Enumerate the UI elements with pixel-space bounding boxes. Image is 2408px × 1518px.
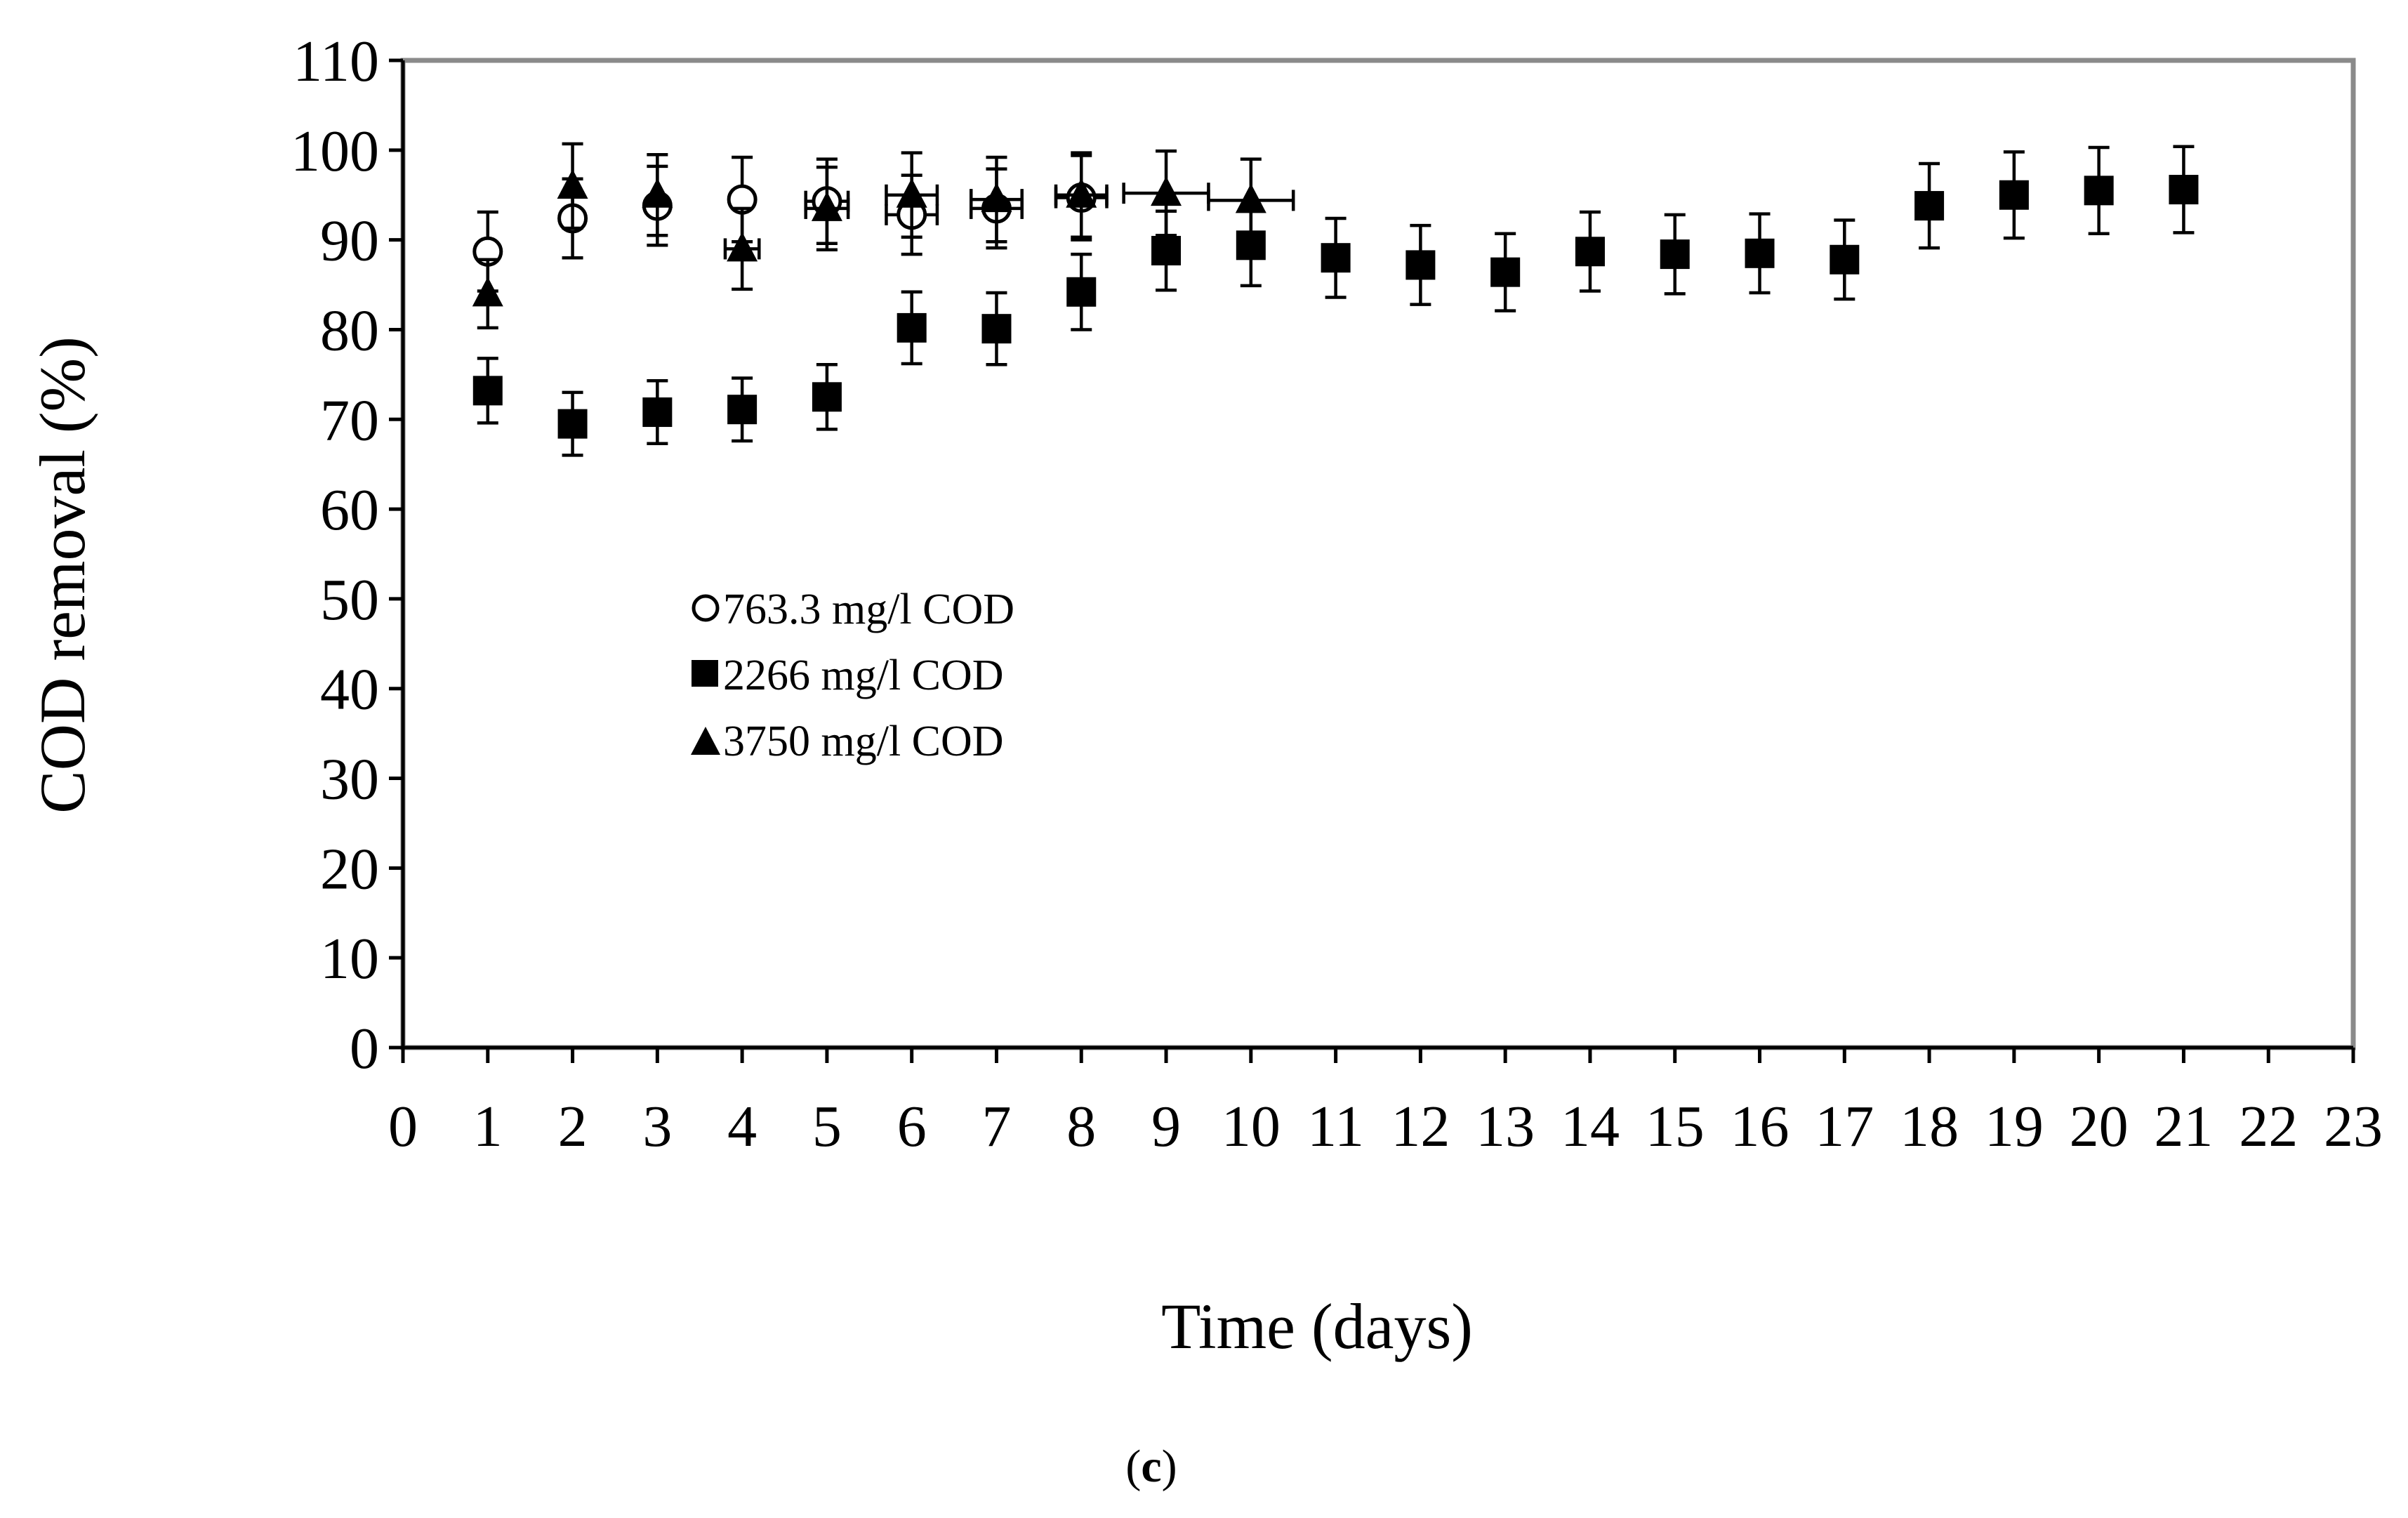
x-tick-label: 5 [812, 1094, 842, 1159]
y-tick-label: 20 [320, 836, 379, 902]
legend: 763.3 mg/l COD 2266 mg/l COD 3750 mg/l C… [691, 586, 1014, 765]
x-tick-label: 11 [1307, 1094, 1364, 1159]
legend-item-series-1: 763.3 mg/l COD [692, 586, 1014, 633]
y-tick-label: 60 [320, 477, 379, 543]
panel-label-open: ( [1125, 1441, 1141, 1492]
data-point-square [557, 409, 588, 439]
y-axis-title: COD removal (%) [27, 336, 98, 814]
data-point-square [897, 312, 927, 343]
x-tick-label: 3 [642, 1094, 672, 1159]
x-tick-label: 22 [2239, 1094, 2298, 1159]
x-tick-label: 4 [727, 1094, 757, 1159]
y-tick-label: 40 [320, 657, 379, 722]
data-point-triangle [981, 183, 1012, 213]
legend-item-series-2: 2266 mg/l COD [692, 652, 1004, 699]
data-layer [472, 142, 2199, 457]
x-tick-label: 10 [1222, 1094, 1281, 1159]
legend-label-series-3: 3750 mg/l COD [723, 718, 1004, 765]
x-tick-label: 1 [473, 1094, 503, 1159]
x-tick-label: 15 [1646, 1094, 1705, 1159]
y-tick-label: 110 [293, 29, 379, 94]
data-point-triangle [1151, 176, 1182, 206]
x-tick-label: 9 [1151, 1094, 1181, 1159]
y-tick-label: 90 [320, 209, 379, 274]
data-point-square [642, 397, 673, 428]
data-point-square [1490, 257, 1521, 287]
y-tick-label: 80 [320, 298, 379, 363]
data-point-triangle [472, 277, 503, 307]
data-point-triangle [557, 169, 588, 199]
legend-marker-open-circle [692, 594, 720, 622]
x-tick-label: 8 [1066, 1094, 1096, 1159]
series-3 [472, 142, 1295, 330]
data-point-square [2084, 176, 2114, 206]
x-tick-label: 6 [897, 1094, 927, 1159]
x-tick-label: 21 [2154, 1094, 2213, 1159]
y-tick-label: 70 [320, 388, 379, 453]
x-tick-label: 19 [1985, 1094, 2044, 1159]
series-2 [472, 145, 2199, 457]
data-point-square [472, 376, 503, 406]
data-point-square [1999, 180, 2029, 210]
data-point-square [1321, 243, 1351, 273]
x-tick-label: 17 [1815, 1094, 1874, 1159]
x-tick-label: 2 [558, 1094, 588, 1159]
x-tick-label: 12 [1391, 1094, 1450, 1159]
x-tick-label: 20 [2070, 1094, 2129, 1159]
data-point-square [1405, 250, 1436, 280]
legend-marker-filled-square [692, 660, 718, 687]
panel-label: (c) [1125, 1441, 1177, 1492]
data-point-triangle [1066, 178, 1097, 208]
x-tick-label: 13 [1476, 1094, 1535, 1159]
panel-label-close: ) [1162, 1441, 1177, 1492]
data-point-triangle [896, 178, 927, 208]
data-point-triangle [811, 191, 842, 221]
data-point-square [1745, 238, 1775, 268]
data-point-triangle [727, 232, 758, 262]
x-tick-label: 16 [1731, 1094, 1790, 1159]
x-tick-label: 0 [388, 1094, 418, 1159]
data-point-square [2169, 175, 2199, 205]
data-point-square [1066, 277, 1097, 307]
legend-label-series-1: 763.3 mg/l COD [723, 586, 1014, 633]
data-point-square [1575, 237, 1605, 267]
data-point-triangle [1235, 183, 1266, 213]
x-axis-title: Time (days) [1161, 1291, 1473, 1362]
y-tick-label: 50 [320, 567, 379, 633]
panel-label-letter: c [1141, 1441, 1161, 1492]
y-tick-label: 0 [350, 1016, 379, 1081]
data-point-square [1914, 191, 1945, 221]
data-point-square [727, 395, 758, 425]
legend-marker-filled-triangle [691, 727, 720, 755]
data-point-square [981, 314, 1012, 344]
data-point-triangle [642, 178, 673, 208]
x-tick-label: 23 [2324, 1094, 2383, 1159]
x-tick-label: 18 [1900, 1094, 1959, 1159]
y-tick-label: 30 [320, 747, 379, 812]
legend-item-series-3: 3750 mg/l COD [691, 718, 1004, 765]
y-tick-label: 100 [291, 119, 379, 184]
data-point-square [1830, 244, 1860, 275]
x-tick-label: 14 [1561, 1094, 1620, 1159]
y-tick-label: 10 [320, 926, 379, 991]
data-point-square [812, 382, 842, 412]
legend-label-series-2: 2266 mg/l COD [723, 652, 1004, 699]
data-point-square [1660, 239, 1690, 270]
data-point-square [1151, 235, 1182, 265]
x-tick-label: 7 [981, 1094, 1011, 1159]
